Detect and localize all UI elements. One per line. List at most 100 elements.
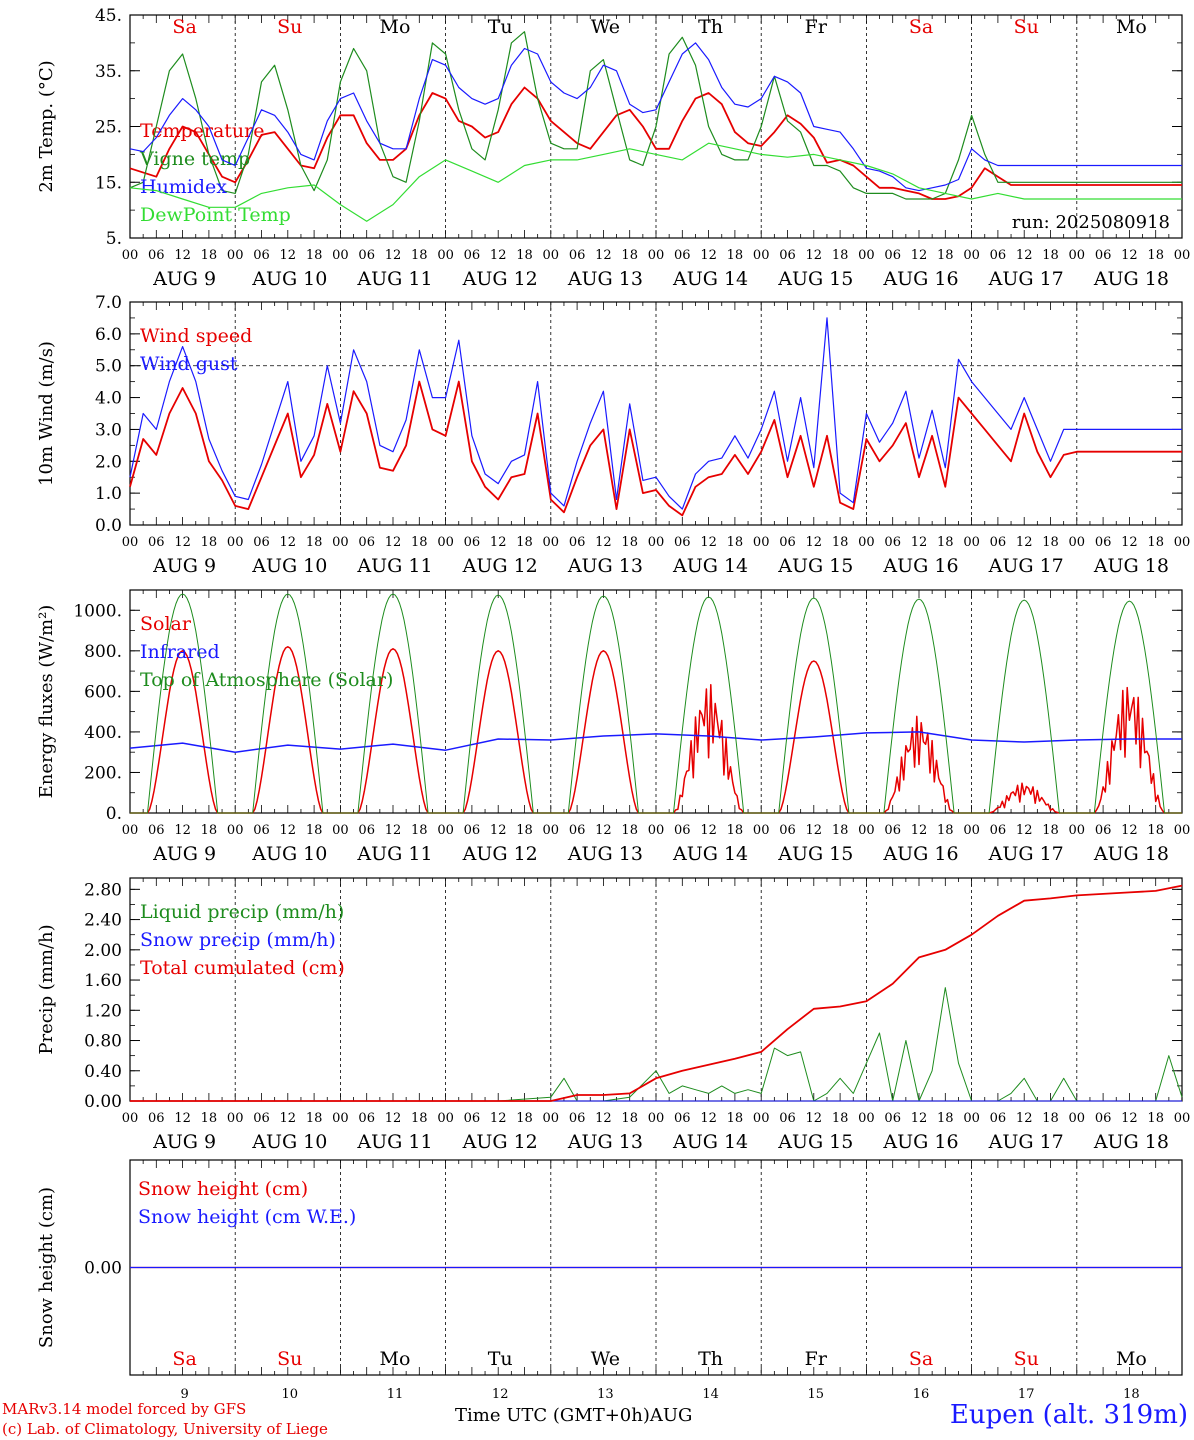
hour-tick-label: 12	[385, 248, 402, 263]
hour-tick-label: 00	[648, 823, 665, 838]
hour-tick-label: 18	[411, 1111, 428, 1126]
day-label: AUG 17	[988, 1131, 1064, 1153]
y-tick-label: 400.	[84, 723, 122, 743]
hour-tick-label: 00	[543, 823, 560, 838]
hour-tick-label: 00	[1174, 535, 1191, 550]
weekday-label: Su	[1014, 16, 1039, 38]
hour-tick-label: 12	[806, 535, 823, 550]
weekday-label: Tu	[488, 16, 513, 38]
hour-tick-label: 06	[884, 823, 901, 838]
day-label: AUG 18	[1093, 843, 1169, 865]
day-label: AUG 18	[1093, 268, 1169, 290]
hour-tick-label: 00	[122, 1111, 139, 1126]
legend-entry: Wind speed	[140, 325, 252, 347]
weekday-label: We	[591, 1348, 620, 1370]
hour-tick-label: 18	[727, 535, 744, 550]
hour-tick-label: 00	[332, 823, 349, 838]
hour-tick-label: 00	[963, 823, 980, 838]
legend-entry: Snow precip (mm/h)	[140, 929, 336, 951]
hour-tick-label: 06	[779, 823, 796, 838]
time-label-text: Time UTC (GMT+0h)	[455, 1405, 650, 1426]
day-label: AUG 12	[462, 843, 538, 865]
y-tick-label: 45.	[95, 6, 122, 26]
hour-tick-label: 00	[1069, 1111, 1086, 1126]
hour-tick-label: 12	[174, 823, 191, 838]
hour-tick-label: 18	[516, 535, 533, 550]
hour-tick-label: 06	[1095, 535, 1112, 550]
hour-tick-label: 06	[569, 1111, 586, 1126]
hour-tick-label: 12	[385, 535, 402, 550]
hour-tick-label: 06	[569, 248, 586, 263]
legend-entry: Solar	[140, 613, 192, 635]
hour-tick-label: 12	[1016, 1111, 1033, 1126]
hour-tick-label: 06	[358, 823, 375, 838]
y-tick-label: 0.0	[95, 516, 122, 536]
hour-tick-label: 12	[490, 1111, 507, 1126]
hour-tick-label: 00	[963, 1111, 980, 1126]
y-tick-label: 1000.	[73, 601, 122, 621]
hour-tick-label: 00	[648, 248, 665, 263]
series-line-top-of-atmosphere-solar-	[130, 593, 1182, 814]
hour-tick-label: 12	[490, 248, 507, 263]
day-label: AUG 17	[988, 843, 1064, 865]
hour-tick-label: 00	[227, 248, 244, 263]
y-tick-label: 0.40	[84, 1062, 122, 1082]
day-label: AUG 17	[988, 555, 1064, 577]
weekday-label: Tu	[488, 1348, 513, 1370]
weekday-label: Fr	[805, 16, 828, 38]
hour-tick-label: 00	[1069, 248, 1086, 263]
day-label: AUG 12	[462, 268, 538, 290]
series-line-vigne-temp	[129, 31, 1182, 200]
hour-tick-label: 18	[621, 823, 638, 838]
day-label: AUG 14	[672, 843, 748, 865]
hour-tick-label: 00	[1174, 1111, 1191, 1126]
hour-tick-label: 18	[201, 823, 218, 838]
hour-tick-label: 12	[1121, 248, 1138, 263]
hour-tick-label: 00	[543, 248, 560, 263]
hour-tick-label: 18	[201, 248, 218, 263]
day-label: AUG 16	[882, 1131, 958, 1153]
day-label: AUG 13	[567, 268, 643, 290]
hour-tick-label: 06	[674, 535, 691, 550]
day-label: AUG 12	[462, 555, 538, 577]
series-line-infrared	[129, 731, 1182, 753]
y-axis-label: 10m Wind (m/s)	[36, 341, 57, 486]
y-axis-label: 2m Temp. (°C)	[36, 60, 57, 192]
hour-tick-label: 06	[464, 248, 481, 263]
lab-credit: (c) Lab. of Climatology, University of L…	[2, 1420, 328, 1438]
hour-tick-label: 18	[621, 535, 638, 550]
day-label: AUG 16	[882, 268, 958, 290]
hour-tick-label: 06	[1095, 823, 1112, 838]
hour-tick-label: 18	[937, 1111, 954, 1126]
hour-tick-label: 18	[937, 823, 954, 838]
hour-tick-label: 00	[437, 535, 454, 550]
y-tick-label: 0.80	[84, 1032, 122, 1052]
hour-tick-label: 00	[543, 1111, 560, 1126]
hour-tick-label: 06	[884, 248, 901, 263]
day-label: AUG 18	[1093, 555, 1169, 577]
hour-tick-label: 06	[464, 535, 481, 550]
legend-entry: DewPoint Temp	[140, 204, 291, 226]
hour-tick-label: 12	[806, 248, 823, 263]
hour-tick-label: 18	[411, 823, 428, 838]
day-label: AUG 12	[462, 1131, 538, 1153]
y-tick-label: 1.20	[84, 1001, 122, 1021]
day-number-label: 13	[597, 1387, 614, 1400]
hour-tick-label: 00	[1174, 823, 1191, 838]
hour-tick-label: 12	[490, 823, 507, 838]
location-title: Eupen (alt. 319m)	[949, 1400, 1188, 1430]
y-axis-label: Energy fluxes (W/m²)	[36, 605, 57, 799]
day-number-label: 17	[1018, 1387, 1035, 1400]
hour-tick-label: 12	[385, 823, 402, 838]
y-tick-label: 200.	[84, 763, 122, 783]
hour-tick-label: 00	[858, 535, 875, 550]
hour-tick-label: 00	[963, 248, 980, 263]
y-tick-label: 1.60	[84, 971, 122, 991]
weekday-label: Mo	[380, 16, 411, 38]
y-tick-label: 5.0	[95, 357, 122, 377]
day-label: AUG 9	[152, 268, 216, 290]
day-label: AUG 13	[567, 555, 643, 577]
hour-tick-label: 12	[1016, 823, 1033, 838]
day-label: AUG 16	[882, 555, 958, 577]
hour-tick-label: 12	[700, 1111, 717, 1126]
